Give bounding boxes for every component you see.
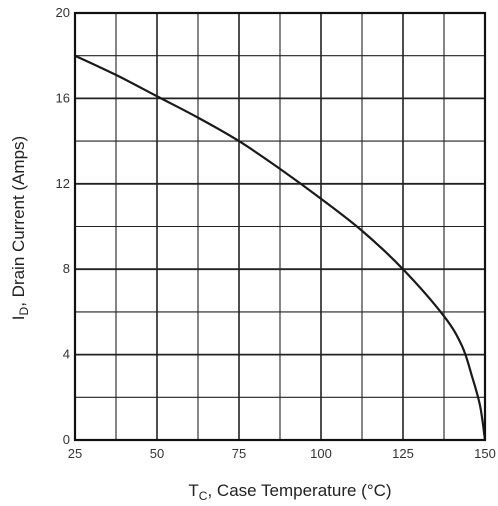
x-axis-title-subscript: C <box>199 489 208 503</box>
y-tick-label: 12 <box>56 176 70 191</box>
x-tick-label: 150 <box>474 446 496 461</box>
series-line <box>74 54 487 441</box>
grid <box>75 13 485 440</box>
x-tick-label: 25 <box>68 446 82 461</box>
y-axis-title: ID, Drain Current (Amps) <box>9 136 31 320</box>
y-tick-label: 4 <box>63 347 70 362</box>
y-axis-title-subscript: D <box>17 306 31 315</box>
y-tick-labels: 0 4 8 12 16 20 <box>56 5 70 447</box>
x-tick-label: 100 <box>310 446 332 461</box>
y-tick-label: 20 <box>56 5 70 20</box>
y-axis-title-main: I <box>9 315 28 320</box>
x-tick-label: 125 <box>392 446 414 461</box>
x-tick-label: 50 <box>150 446 164 461</box>
x-axis-title: TC, Case Temperature (°C) <box>188 481 391 503</box>
y-tick-label: 0 <box>63 432 70 447</box>
plot-frame <box>73 11 487 442</box>
x-tick-labels: 25 50 75 100 125 150 <box>68 446 496 461</box>
y-tick-label: 8 <box>63 261 70 276</box>
x-axis-title-main: T <box>188 481 198 500</box>
x-tick-label: 75 <box>232 446 246 461</box>
x-axis-title-rest: , Case Temperature (°C) <box>207 481 391 500</box>
y-tick-label: 16 <box>56 90 70 105</box>
y-axis-title-rest: , Drain Current (Amps) <box>9 136 28 307</box>
